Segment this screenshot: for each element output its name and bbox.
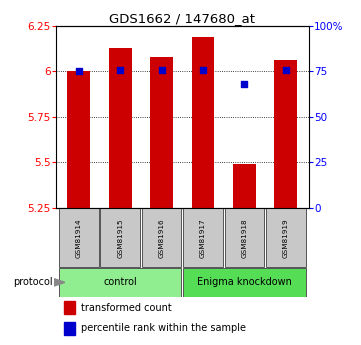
Text: GSM81919: GSM81919 bbox=[283, 218, 289, 257]
Text: transformed count: transformed count bbox=[81, 303, 172, 313]
Bar bbox=[109, 48, 131, 208]
FancyBboxPatch shape bbox=[183, 268, 306, 297]
Bar bbox=[274, 60, 297, 208]
Point bbox=[283, 67, 289, 72]
Text: GSM81914: GSM81914 bbox=[76, 218, 82, 257]
Point bbox=[76, 69, 82, 74]
Text: protocol: protocol bbox=[13, 277, 52, 287]
Polygon shape bbox=[54, 279, 65, 286]
Bar bbox=[64, 301, 75, 314]
Bar bbox=[233, 164, 256, 208]
FancyBboxPatch shape bbox=[59, 268, 182, 297]
Point bbox=[117, 67, 123, 72]
Bar bbox=[64, 322, 75, 335]
FancyBboxPatch shape bbox=[142, 208, 182, 267]
FancyBboxPatch shape bbox=[59, 208, 99, 267]
Text: GSM81915: GSM81915 bbox=[117, 218, 123, 257]
FancyBboxPatch shape bbox=[183, 208, 223, 267]
Text: GSM81918: GSM81918 bbox=[242, 218, 247, 257]
Text: percentile rank within the sample: percentile rank within the sample bbox=[81, 323, 246, 333]
Bar bbox=[192, 37, 214, 208]
Point bbox=[200, 67, 206, 72]
Text: Enigma knockdown: Enigma knockdown bbox=[197, 277, 292, 287]
Bar bbox=[68, 71, 90, 208]
Point bbox=[159, 67, 165, 72]
Text: control: control bbox=[103, 277, 137, 287]
Bar bbox=[150, 57, 173, 208]
Title: GDS1662 / 147680_at: GDS1662 / 147680_at bbox=[109, 12, 255, 25]
FancyBboxPatch shape bbox=[266, 208, 306, 267]
FancyBboxPatch shape bbox=[100, 208, 140, 267]
Text: GSM81916: GSM81916 bbox=[158, 218, 165, 257]
Text: GSM81917: GSM81917 bbox=[200, 218, 206, 257]
FancyBboxPatch shape bbox=[225, 208, 264, 267]
Point bbox=[242, 81, 247, 87]
